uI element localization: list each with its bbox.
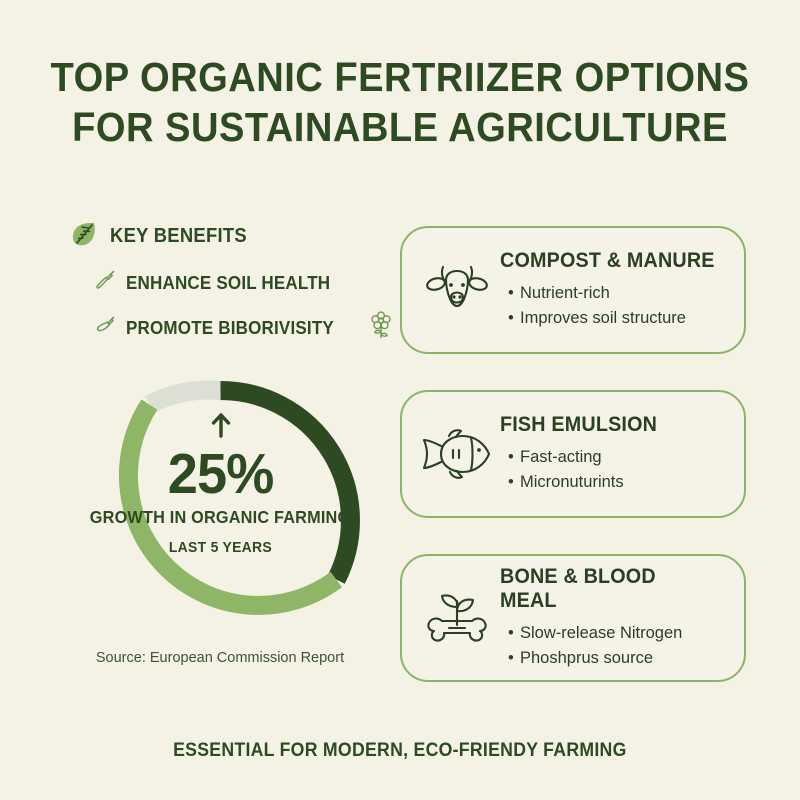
card-title: FISH EMULSION [500,413,658,436]
card-bullet: • Micronuturints [508,473,624,491]
trowel-icon [93,268,117,297]
up-arrow-icon [209,412,233,443]
leaf-icon [68,218,100,255]
card-bullet-text: Improves soil structure [520,309,686,327]
card-compost-manure[interactable]: COMPOST & MANURE • Nutrient-rich • Improve… [400,226,746,354]
card-bullet: • Nutrient-rich [508,284,610,302]
donut-center-content: 25% GROWTH IN ORGANIC FARMING LAST 5 YEA… [78,378,363,663]
card-bullet-text: Slow-release Nitrogen [520,624,683,642]
growth-donut-chart: 25% GROWTH IN ORGANIC FARMING LAST 5 YEA… [78,378,363,663]
page-title: TOP ORGANIC FERTRIIZER OPTIONS FOR SUSTA… [0,52,800,152]
footer-tagline: ESSENTIAL FOR MODERN, ECO-FRIENDY FARMIN… [0,740,800,762]
card-body: FISH EMULSION • Fast-acting • Micronuturin… [496,413,730,495]
card-title: BONE & BLOOD MEAL [500,565,656,612]
card-body: BONE & BLOOD MEAL • Slow-release Nitrogen… [496,565,730,671]
card-bullet: • Phoshprus source [508,649,653,667]
donut-svg [118,380,360,615]
fish-icon [418,424,496,484]
footer-text: ESSENTIAL FOR MODERN, ECO-FRIENDY FARMIN… [173,740,627,761]
key-benefits-heading: KEY BENEFITS [68,218,388,255]
benefit-label-1: ENHANCE SOIL HEALTH [126,271,331,293]
key-benefits-section: KEY BENEFITS ENHANCE SOIL HEALTH PRO [68,218,391,345]
title-line-2: FOR SUSTAINABLE AGRICULTURE [72,104,728,150]
card-bullet: • Slow-release Nitrogen [508,624,683,642]
card-bullet-text: Phoshprus source [520,649,653,667]
trowel-icon [93,313,117,342]
donut-value: 25% [167,442,274,506]
card-title: COMPOST & MANURE [500,249,715,272]
key-benefits-label: KEY BENEFITS [110,225,247,247]
benefit-item-2: PROMOTE BIBORIVISITY [68,310,391,345]
card-bone-blood-meal[interactable]: BONE & BLOOD MEAL • Slow-release Nitrogen… [400,554,746,682]
card-body: COMPOST & MANURE • Nutrient-rich • Improve… [496,249,730,331]
card-bullet-text: Fast-acting [520,448,602,466]
card-bullet: • Fast-acting [508,448,602,466]
card-bullet-text: Nutrient-rich [520,284,610,302]
benefit-item-1: ENHANCE SOIL HEALTH [68,268,388,297]
bone-sprout-icon [418,585,496,651]
chart-source: Source: European Commission Report [95,650,345,666]
card-bullet: • Improves soil structure [508,309,686,327]
donut-caption: GROWTH IN ORGANIC FARMING [90,507,351,527]
donut-segment-dark [220,381,360,584]
title-line-1: TOP ORGANIC FERTRIIZER OPTIONS [50,54,750,100]
cow-icon [418,254,496,326]
fertilizer-card-list: COMPOST & MANURE • Nutrient-rich • Improve… [400,226,746,718]
benefit-label-2: PROMOTE BIBORIVISITY [126,316,334,338]
card-fish-emulsion[interactable]: FISH EMULSION • Fast-acting • Micronuturin… [400,390,746,518]
donut-segment-mid [118,399,342,615]
donut-segment-remainder [145,380,222,414]
donut-subtitle: LAST 5 YEARS [168,539,273,556]
flower-icon [367,310,395,345]
card-bullet-text: Micronuturints [520,473,624,491]
